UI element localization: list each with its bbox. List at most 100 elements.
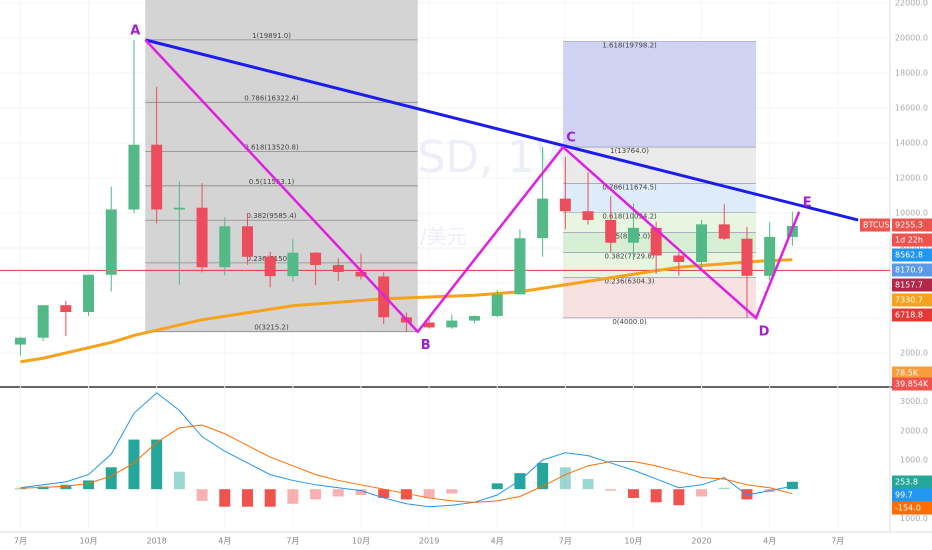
candle-body xyxy=(105,209,117,275)
macd-histogram-bar xyxy=(378,489,390,498)
macd-histogram-bar xyxy=(696,489,708,497)
candle-body xyxy=(605,219,617,243)
candle-body xyxy=(264,256,276,277)
macd-histogram-bar xyxy=(786,481,798,490)
fib-label: 1(19891.0) xyxy=(252,32,291,40)
macd-line xyxy=(20,392,793,508)
macd-histogram-bar xyxy=(14,488,26,490)
x-tick-label: 7月 xyxy=(559,537,572,546)
x-tick-label: 10月 xyxy=(352,537,370,546)
macd-histogram-bar xyxy=(196,489,208,501)
macd-histogram-bar xyxy=(287,489,299,504)
macd-histogram-bar xyxy=(605,489,617,491)
price-tag-bg xyxy=(892,263,932,277)
pattern-label: E xyxy=(803,195,812,210)
candle-body xyxy=(673,255,685,262)
price-tag: 1d 22h xyxy=(895,236,923,245)
pattern-label: B xyxy=(421,338,431,353)
candle-body xyxy=(128,144,140,210)
fib-label: 0(3215.2) xyxy=(254,324,289,332)
symbol-tag-bg xyxy=(860,218,890,232)
macd-histogram-bar xyxy=(582,478,594,490)
macd-histogram-bar xyxy=(400,489,412,500)
moving-average xyxy=(20,258,793,364)
y-tick-label: 12000.0 xyxy=(895,173,928,182)
y-tick-label: 22000.0 xyxy=(895,0,928,7)
pattern-line xyxy=(144,39,801,334)
macd-histogram-bar xyxy=(514,473,526,490)
candle-body xyxy=(446,320,458,328)
price-tag: 8562.8 xyxy=(895,251,923,260)
price-tag: 7330.7 xyxy=(895,296,923,305)
macd-histogram-bar xyxy=(446,489,458,494)
x-tick-label: 4月 xyxy=(218,537,231,546)
signal-line xyxy=(20,424,793,503)
candle-body xyxy=(37,305,49,338)
fib-label: 0.5(11553.1) xyxy=(249,178,295,186)
macd-histogram-bar xyxy=(151,439,163,490)
fib-background xyxy=(145,0,418,332)
macd-histogram-bar xyxy=(423,489,435,498)
candle-body xyxy=(241,226,253,257)
macd-histogram-bar xyxy=(741,489,753,500)
fib-label: 0.786(16322.4) xyxy=(244,94,299,102)
candle-body xyxy=(582,211,594,220)
x-tick-label: 7月 xyxy=(14,537,27,546)
fib-band xyxy=(563,41,757,148)
candle-body xyxy=(287,252,299,277)
volume-tag: 39.854K xyxy=(895,380,929,389)
y-tick-label: 16000.0 xyxy=(895,103,928,112)
candle-body xyxy=(696,224,708,262)
candle-body xyxy=(60,305,72,313)
candle-body xyxy=(764,236,776,276)
macd-histogram-bar xyxy=(128,439,140,490)
candle-body xyxy=(469,316,481,321)
x-tick-label: 10月 xyxy=(624,537,642,546)
candle-body xyxy=(627,227,639,243)
macd-histogram-bar xyxy=(355,489,367,496)
macd-tick-label: 1000.0 xyxy=(900,514,928,523)
price-tag: 9255.3 xyxy=(895,221,923,230)
x-tick-label: 7月 xyxy=(831,537,844,546)
symbol-tag: BTCUSD xyxy=(863,221,896,230)
macd-tag-bg xyxy=(892,488,932,502)
candle-body xyxy=(559,198,571,212)
fib-label: 0.786(11674.5) xyxy=(602,184,657,192)
x-tick-label: 7月 xyxy=(286,537,299,546)
candle-body xyxy=(650,227,662,256)
macd-histogram-bar xyxy=(241,489,253,507)
candle-body xyxy=(151,144,163,210)
macd-tag: -154.0 xyxy=(895,504,921,513)
x-tick-label: 2018 xyxy=(146,537,166,546)
volume-tag: 78.5K xyxy=(895,369,919,378)
fib-label: 0.382(7729.8) xyxy=(605,253,655,261)
price-tag-bg xyxy=(892,248,932,262)
candle-body xyxy=(219,226,231,268)
candle-body xyxy=(355,271,367,277)
fib-label: 0.382(9585.4) xyxy=(247,212,297,220)
candle-body xyxy=(423,322,435,328)
pattern-label: C xyxy=(566,131,576,146)
macd-histogram-bar xyxy=(537,462,549,490)
trendline xyxy=(144,38,859,222)
candle-body xyxy=(332,264,344,272)
fib-label: 0.236(6304.3) xyxy=(605,278,655,286)
fib-label: 0.618(13520.8) xyxy=(244,143,299,151)
x-tick-label: 4月 xyxy=(491,537,504,546)
price-tag: 8157.7 xyxy=(895,281,923,290)
y-tick-label: 14000.0 xyxy=(895,138,928,147)
fib-label: 0.618(10034.2) xyxy=(602,212,657,220)
price-tag-bg xyxy=(892,278,932,292)
macd-histogram-bar xyxy=(491,483,503,490)
macd-histogram-bar xyxy=(650,489,662,503)
x-tick-label: 2020 xyxy=(691,537,711,546)
macd-histogram-bar xyxy=(60,484,72,490)
candle-body xyxy=(310,252,322,265)
macd-histogram-bar xyxy=(559,467,571,490)
x-tick-label: 2019 xyxy=(419,537,439,546)
macd-histogram-bar xyxy=(105,467,117,490)
fib-band xyxy=(563,277,757,318)
candle-body xyxy=(537,198,549,239)
macd-tag-bg xyxy=(892,501,932,515)
